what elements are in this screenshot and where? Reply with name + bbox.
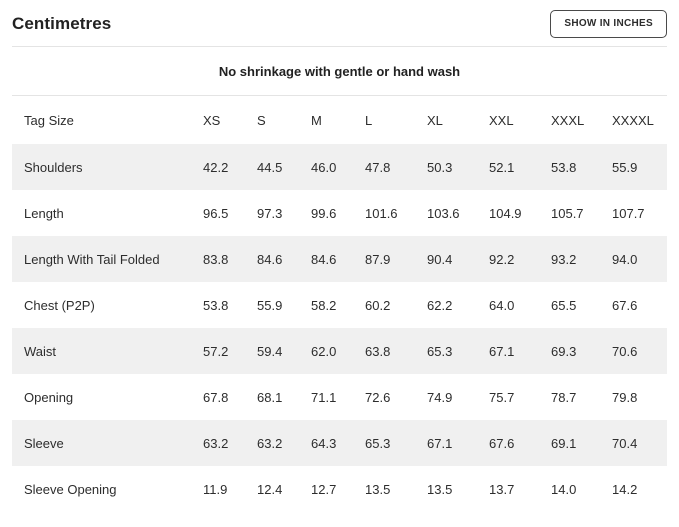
value-cell: 103.6 <box>427 205 460 221</box>
header-cell-tag-size: Tag Size <box>24 112 74 128</box>
value-cell: 63.2 <box>203 435 229 451</box>
value-cell: 75.7 <box>489 389 515 405</box>
value-cell: 78.7 <box>551 389 577 405</box>
value-cell: 97.3 <box>257 205 283 221</box>
value-cell: 58.2 <box>311 297 337 313</box>
header-cell-size: XL <box>427 112 443 128</box>
value-cell: 55.9 <box>612 159 638 175</box>
row-label-cell: Length <box>24 205 64 221</box>
value-cell: 79.8 <box>612 389 638 405</box>
value-cell: 50.3 <box>427 159 453 175</box>
size-table: Tag Size XS S M L XL XXL XXXL XXXXL Shoulders 42… <box>12 96 667 512</box>
value-cell: 67.1 <box>427 435 453 451</box>
table-row: Length With Tail Folded 83.8 84.6 84.6 87.9 9… <box>12 236 667 282</box>
value-cell: 57.2 <box>203 343 229 359</box>
value-cell: 71.1 <box>311 389 337 405</box>
value-cell: 67.6 <box>489 435 515 451</box>
value-cell: 84.6 <box>257 251 283 267</box>
table-row: Opening 67.8 68.1 71.1 72.6 74.9 75.7 78.7 79.8 <box>12 374 667 420</box>
value-cell: 67.6 <box>612 297 638 313</box>
row-label-cell: Waist <box>24 343 57 359</box>
value-cell: 90.4 <box>427 251 453 267</box>
value-cell: 87.9 <box>365 251 391 267</box>
value-cell: 52.1 <box>489 159 515 175</box>
show-in-inches-button[interactable]: SHOW IN INCHES <box>550 9 667 38</box>
value-cell: 53.8 <box>203 297 229 313</box>
value-cell: 13.5 <box>365 481 391 497</box>
row-label-cell: Sleeve <box>24 435 64 451</box>
value-cell: 46.0 <box>311 159 337 175</box>
value-cell: 68.1 <box>257 389 283 405</box>
value-cell: 60.2 <box>365 297 391 313</box>
row-label-cell: Opening <box>24 389 74 405</box>
table-row: Length 96.5 97.3 99.6 101.6 103.6 104.9 105.7 10… <box>12 190 667 236</box>
value-cell: 67.1 <box>489 343 515 359</box>
value-cell: 14.2 <box>612 481 638 497</box>
table-row: Chest (P2P) 53.8 55.9 58.2 60.2 62.2 64.0 65.5 6… <box>12 282 667 328</box>
header-cell-size: XS <box>203 112 221 128</box>
value-cell: 13.5 <box>427 481 453 497</box>
value-cell: 105.7 <box>551 205 584 221</box>
value-cell: 14.0 <box>551 481 577 497</box>
table-header-row: Tag Size XS S M L XL XXL XXXL XXXXL <box>12 96 667 144</box>
value-cell: 69.1 <box>551 435 577 451</box>
value-cell: 67.8 <box>203 389 229 405</box>
value-cell: 92.2 <box>489 251 515 267</box>
value-cell: 12.4 <box>257 481 283 497</box>
value-cell: 12.7 <box>311 481 337 497</box>
value-cell: 65.3 <box>427 343 453 359</box>
value-cell: 65.3 <box>365 435 391 451</box>
table-row: Sleeve 63.2 63.2 64.3 65.3 67.1 67.6 69.1 70.4 <box>12 420 667 466</box>
table-body: Shoulders 42.2 44.5 46.0 47.8 50.3 52.1 53.8 55.… <box>12 144 667 512</box>
value-cell: 84.6 <box>311 251 337 267</box>
value-cell: 94.0 <box>612 251 638 267</box>
header-cell-size: XXXXL <box>612 112 654 128</box>
value-cell: 44.5 <box>257 159 283 175</box>
value-cell: 70.6 <box>612 343 638 359</box>
divider <box>12 46 667 47</box>
value-cell: 83.8 <box>203 251 229 267</box>
header-cell-size: M <box>311 112 322 128</box>
row-label-cell: Length With Tail Folded <box>24 251 160 267</box>
value-cell: 53.8 <box>551 159 577 175</box>
value-cell: 59.4 <box>257 343 283 359</box>
value-cell: 101.6 <box>365 205 398 221</box>
value-cell: 13.7 <box>489 481 515 497</box>
row-label-cell: Shoulders <box>24 159 83 175</box>
value-cell: 64.0 <box>489 297 515 313</box>
value-cell: 55.9 <box>257 297 283 313</box>
table-row: Sleeve Opening 11.9 12.4 12.7 13.5 13.5 13.7 14… <box>12 466 667 512</box>
value-cell: 107.7 <box>612 205 645 221</box>
value-cell: 69.3 <box>551 343 577 359</box>
value-cell: 74.9 <box>427 389 453 405</box>
size-chart-panel: Centimetres SHOW IN INCHES No shrinkage … <box>0 9 679 512</box>
value-cell: 62.2 <box>427 297 453 313</box>
page-title: Centimetres <box>12 13 112 33</box>
value-cell: 63.2 <box>257 435 283 451</box>
value-cell: 42.2 <box>203 159 229 175</box>
value-cell: 63.8 <box>365 343 391 359</box>
header-cell-size: L <box>365 112 373 128</box>
value-cell: 62.0 <box>311 343 337 359</box>
value-cell: 96.5 <box>203 205 229 221</box>
table-row: Waist 57.2 59.4 62.0 63.8 65.3 67.1 69.3 70.6 <box>12 328 667 374</box>
header-cell-size: S <box>257 112 266 128</box>
row-label-cell: Sleeve Opening <box>24 481 117 497</box>
header-cell-size: XXXL <box>551 112 585 128</box>
value-cell: 64.3 <box>311 435 337 451</box>
value-cell: 70.4 <box>612 435 638 451</box>
value-cell: 47.8 <box>365 159 391 175</box>
value-cell: 104.9 <box>489 205 522 221</box>
wash-note: No shrinkage with gentle or hand wash <box>218 64 461 79</box>
value-cell: 99.6 <box>311 205 337 221</box>
row-label-cell: Chest (P2P) <box>24 297 95 313</box>
table-row: Shoulders 42.2 44.5 46.0 47.8 50.3 52.1 53.8 55.… <box>12 144 667 190</box>
value-cell: 72.6 <box>365 389 391 405</box>
value-cell: 11.9 <box>203 481 228 497</box>
divider <box>12 95 667 96</box>
value-cell: 65.5 <box>551 297 577 313</box>
header-cell-size: XXL <box>489 112 514 128</box>
value-cell: 93.2 <box>551 251 577 267</box>
header-bar: Centimetres SHOW IN INCHES <box>12 9 667 38</box>
